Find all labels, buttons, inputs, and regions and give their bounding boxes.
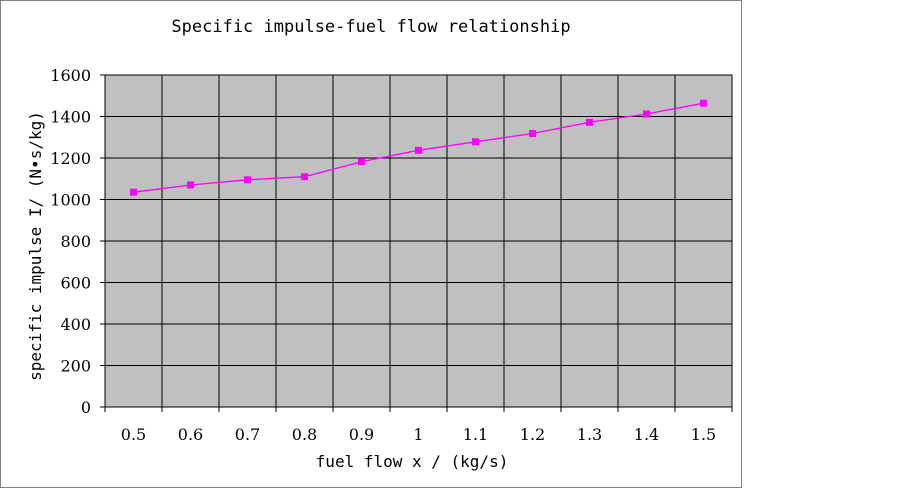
data-point-marker (529, 130, 536, 138)
x-tick-label: 0.8 (292, 425, 317, 444)
series-group (130, 99, 707, 196)
data-point-marker (130, 188, 137, 196)
data-point-marker (301, 173, 308, 181)
y-tick-label: 1200 (50, 149, 91, 168)
x-tick-label: 1.3 (577, 425, 602, 444)
y-axis-ticks: 0 200 400 600 800 1000 1200 1400 1600 (50, 66, 105, 417)
x-tick-label: 1.4 (634, 425, 659, 444)
x-tick-label: 1.5 (691, 425, 716, 444)
y-tick-label: 0 (81, 398, 91, 417)
x-tick-label: 0.9 (349, 425, 374, 444)
gridlines (105, 74, 732, 408)
data-point-marker (187, 181, 194, 189)
y-tick-label: 200 (60, 357, 91, 376)
y-tick-label: 400 (60, 315, 91, 334)
x-axis-ticks: 0.5 0.6 0.7 0.8 0.9 1 1.1 1.2 1.3 1.4 1.5 (104, 407, 733, 444)
y-tick-label: 600 (60, 274, 91, 293)
chart-title: Specific impulse-fuel flow relationship (171, 17, 570, 37)
data-point-marker (244, 176, 251, 184)
y-tick-label: 800 (60, 232, 91, 251)
data-point-marker (472, 138, 479, 146)
x-tick-label: 0.7 (235, 425, 260, 444)
data-point-marker (700, 99, 707, 107)
data-point-marker (358, 158, 365, 166)
data-point-marker (586, 118, 593, 126)
x-axis-label: fuel flow x / (kg/s) (316, 452, 509, 471)
y-tick-label: 1400 (50, 108, 91, 127)
x-tick-label: 1 (413, 425, 423, 444)
x-tick-label: 1.1 (463, 425, 488, 444)
x-tick-label: 0.5 (121, 425, 146, 444)
y-axis-label: specific impulse I/ (N•s/kg) (26, 111, 45, 381)
x-tick-label: 1.2 (520, 425, 545, 444)
data-point-marker (643, 110, 650, 118)
y-tick-label: 1600 (50, 66, 91, 85)
data-point-marker (415, 146, 422, 154)
x-tick-label: 0.6 (178, 425, 203, 444)
y-tick-label: 1000 (50, 191, 91, 210)
